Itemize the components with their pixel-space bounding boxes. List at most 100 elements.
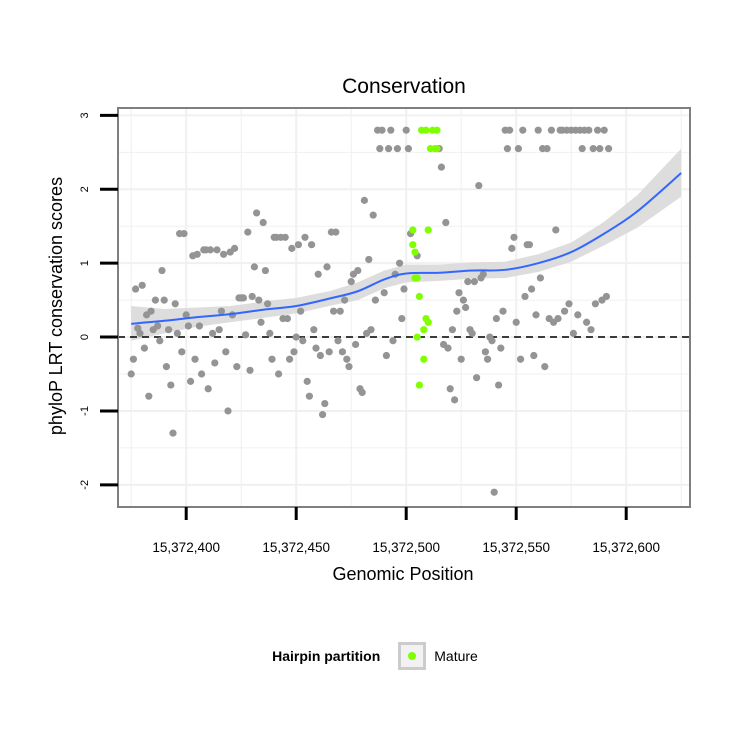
data-point	[600, 126, 608, 134]
data-point	[345, 363, 353, 371]
data-point	[596, 145, 604, 153]
data-point	[376, 145, 384, 153]
data-point	[264, 300, 272, 308]
data-point-mature	[433, 126, 441, 134]
data-point	[158, 266, 166, 275]
data-point	[156, 337, 164, 345]
data-point	[554, 314, 562, 323]
data-point	[145, 392, 153, 400]
data-point	[341, 296, 349, 304]
data-point	[136, 329, 144, 337]
data-point	[565, 300, 573, 308]
data-point	[325, 348, 333, 356]
data-point	[393, 145, 401, 153]
data-point	[138, 281, 146, 289]
data-point	[444, 344, 452, 352]
data-point-mature	[413, 333, 421, 341]
data-point	[336, 307, 344, 315]
data-point	[195, 322, 203, 330]
data-point	[154, 322, 162, 330]
data-point	[536, 274, 545, 282]
data-point	[147, 307, 155, 315]
data-point	[552, 226, 560, 234]
data-point	[475, 181, 483, 190]
data-point	[402, 126, 410, 134]
data-point	[451, 396, 459, 404]
data-point	[503, 145, 511, 153]
data-point	[442, 218, 450, 227]
data-point	[347, 278, 355, 286]
data-point	[512, 318, 520, 326]
data-point	[488, 337, 496, 345]
data-point	[231, 244, 239, 252]
data-point	[213, 246, 221, 254]
data-point	[532, 311, 540, 319]
data-point	[184, 322, 192, 330]
data-point	[198, 370, 206, 378]
data-point	[180, 230, 188, 238]
data-point	[508, 244, 516, 252]
x-tick-label: 15,372,500	[372, 540, 440, 555]
data-point	[286, 355, 294, 363]
data-point	[457, 355, 465, 363]
data-point	[396, 259, 404, 267]
data-point-mature	[409, 226, 417, 234]
data-point	[209, 329, 217, 337]
data-point	[297, 307, 305, 315]
data-point	[299, 337, 307, 345]
data-point	[510, 233, 518, 241]
y-axis-title: phyloP LRT conservation scores	[46, 177, 66, 435]
data-point	[257, 318, 265, 326]
y-tick-label: -1	[79, 406, 91, 416]
data-point	[292, 333, 300, 341]
data-point	[459, 296, 467, 304]
chart-title: Conservation	[342, 75, 466, 98]
data-point	[464, 278, 472, 286]
data-point	[314, 270, 322, 278]
data-point	[578, 145, 586, 153]
data-point	[468, 329, 476, 337]
data-point	[248, 292, 256, 301]
data-point	[281, 233, 289, 241]
data-point	[497, 344, 505, 352]
data-point-mature	[415, 292, 423, 301]
smooth-trend-line	[131, 172, 682, 325]
data-point	[448, 326, 456, 334]
data-point	[541, 363, 549, 371]
data-point	[127, 370, 135, 378]
data-point	[211, 359, 219, 367]
data-point	[490, 488, 498, 496]
data-point	[294, 241, 302, 249]
data-point-mature	[420, 326, 428, 334]
data-point	[182, 311, 190, 319]
legend: Hairpin partition Mature	[0, 636, 750, 676]
data-point-mature	[420, 355, 428, 363]
data-point	[187, 377, 195, 385]
data-point	[380, 289, 388, 297]
data-point	[305, 392, 313, 400]
data-point	[283, 314, 291, 323]
data-point	[310, 326, 318, 334]
data-point	[354, 266, 362, 275]
data-point	[301, 233, 309, 241]
data-point	[204, 385, 212, 393]
data-point	[358, 388, 366, 397]
data-point	[446, 385, 454, 393]
data-point	[389, 337, 397, 345]
data-point	[233, 363, 241, 371]
data-point	[242, 331, 250, 339]
data-point	[239, 294, 247, 302]
data-point	[215, 326, 223, 334]
data-point	[171, 300, 179, 308]
data-point	[169, 429, 177, 437]
data-points	[127, 126, 613, 496]
data-point	[332, 228, 340, 236]
data-point-mature	[413, 274, 421, 282]
x-tick-label: 15,372,450	[262, 540, 330, 555]
data-point	[178, 348, 186, 356]
x-tick-label: 15,372,400	[152, 540, 220, 555]
data-point	[191, 355, 199, 363]
data-point	[244, 228, 252, 236]
data-point	[479, 270, 487, 278]
data-point	[338, 348, 346, 356]
